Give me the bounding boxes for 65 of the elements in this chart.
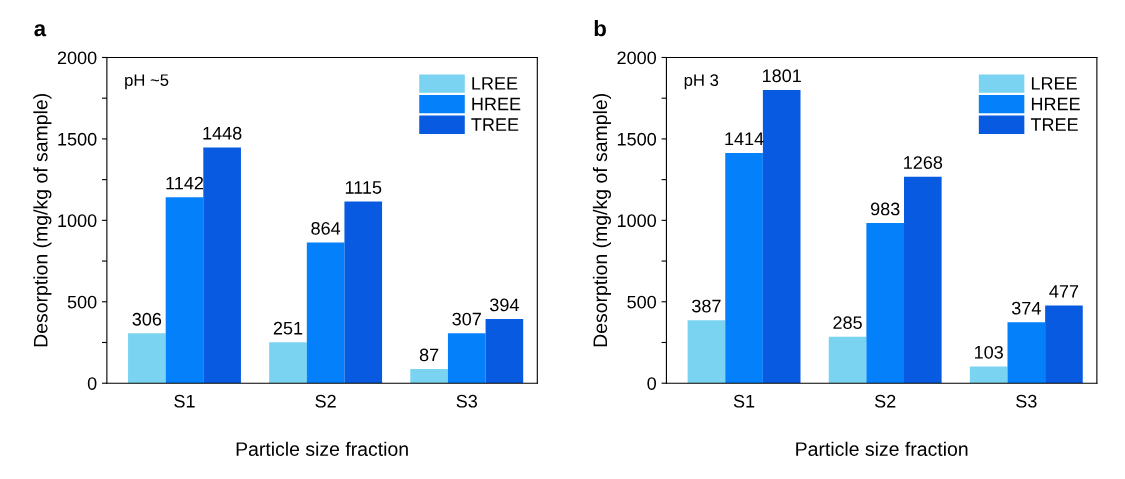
data-label: 307 bbox=[452, 312, 481, 326]
data-label: 477 bbox=[1049, 285, 1079, 298]
bar bbox=[203, 147, 241, 384]
x-tick-label: S1 bbox=[733, 394, 755, 408]
data-label: 306 bbox=[132, 312, 162, 326]
data-label: 1142 bbox=[166, 176, 204, 190]
bar bbox=[165, 197, 204, 384]
y-tick-label: 1000 bbox=[58, 214, 97, 228]
x-tick-label: S3 bbox=[456, 394, 477, 408]
bar bbox=[1045, 305, 1083, 384]
data-label: 1268 bbox=[904, 156, 943, 169]
data-label: 251 bbox=[273, 321, 303, 335]
legend-label: LREE bbox=[472, 77, 518, 90]
annotation: pH ~5 bbox=[125, 74, 169, 90]
y-axis-title: Desorption (mg/kg of sample) bbox=[592, 94, 611, 347]
data-label: 1801 bbox=[762, 69, 801, 83]
data-label: 864 bbox=[311, 221, 341, 235]
y-tick-label: 2000 bbox=[57, 51, 97, 65]
data-label: 1115 bbox=[345, 181, 382, 194]
legend-label: TREE bbox=[1030, 118, 1078, 131]
legend-label: HREE bbox=[472, 97, 521, 111]
bar bbox=[762, 89, 801, 384]
legend-label: TREE bbox=[471, 118, 519, 131]
data-label: 983 bbox=[870, 202, 900, 216]
data-label: 374 bbox=[1011, 301, 1041, 315]
bar bbox=[485, 319, 524, 384]
x-tick-label: S2 bbox=[315, 394, 336, 408]
y-tick-label: 500 bbox=[67, 295, 97, 309]
legend-label: LREE bbox=[1031, 77, 1077, 90]
data-label: 394 bbox=[490, 298, 519, 312]
bar bbox=[410, 369, 448, 384]
x-tick-label: S2 bbox=[874, 394, 896, 408]
y-tick-label: 1500 bbox=[617, 132, 657, 146]
bar bbox=[725, 152, 763, 384]
legend-label: HREE bbox=[1031, 97, 1080, 111]
bar bbox=[306, 242, 345, 384]
y-tick-label: 0 bbox=[87, 377, 97, 390]
bar bbox=[828, 336, 867, 384]
y-tick-label: 2000 bbox=[617, 51, 657, 65]
y-axis-title: Desorption (mg/kg of sample) bbox=[33, 94, 52, 347]
bar bbox=[866, 223, 904, 384]
y-tick-label: 0 bbox=[647, 377, 657, 390]
bar bbox=[128, 333, 166, 384]
y-tick-label: 1000 bbox=[617, 214, 657, 228]
y-tick-label: 500 bbox=[627, 295, 657, 309]
chart-title: a bbox=[34, 24, 47, 37]
data-label: 285 bbox=[833, 316, 862, 330]
data-label: 387 bbox=[692, 299, 721, 313]
bar bbox=[344, 201, 383, 384]
bar bbox=[687, 320, 726, 384]
chart-title: b bbox=[594, 20, 606, 37]
x-axis-title: Particle size fraction bbox=[796, 441, 968, 456]
bar bbox=[269, 342, 307, 384]
x-tick-label: S1 bbox=[174, 394, 195, 408]
bar bbox=[447, 333, 486, 384]
y-tick-label: 1500 bbox=[58, 132, 97, 146]
bar bbox=[1007, 322, 1046, 384]
x-axis-title: Particle size fraction bbox=[236, 441, 408, 456]
data-label: 87 bbox=[419, 348, 439, 362]
data-label: 103 bbox=[974, 345, 1003, 359]
data-label: 1448 bbox=[203, 126, 242, 140]
bar bbox=[904, 176, 942, 384]
bar bbox=[969, 366, 1008, 384]
x-tick-label: S3 bbox=[1016, 394, 1037, 408]
annotation: pH 3 bbox=[684, 74, 719, 90]
